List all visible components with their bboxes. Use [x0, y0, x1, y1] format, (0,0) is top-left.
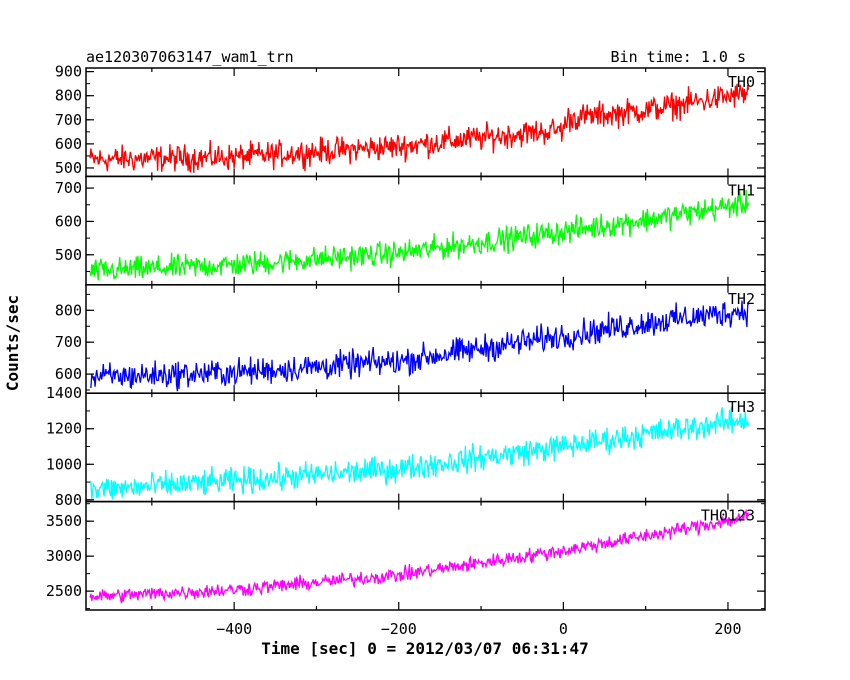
- series-line-th3: [89, 406, 750, 500]
- series-line-th2: [89, 300, 750, 392]
- y-tick-label: 500: [55, 159, 82, 177]
- y-tick-label: 600: [55, 135, 82, 153]
- panels: 500 600 700 800 900 TH0 500 600 700 TH1 600 700 800 T…: [46, 63, 766, 638]
- y-tick-label: 700: [55, 111, 82, 129]
- x-axis-title: Time [sec] 0 = 2012/03/07 06:31:47: [261, 639, 589, 658]
- x-tick-label: −200: [381, 620, 417, 638]
- y-tick-label: 700: [55, 179, 82, 197]
- y-tick-label: 800: [55, 87, 82, 105]
- y-tick-label: 1400: [46, 384, 82, 402]
- y-tick-label: 1200: [46, 420, 82, 438]
- figure-title: ae120307063147_wam1_trn: [86, 48, 294, 66]
- x-tick-label: 0: [559, 620, 568, 638]
- panel-label-th2: TH2: [728, 290, 755, 308]
- y-tick-label: 800: [55, 301, 82, 319]
- series-line-th1: [89, 189, 750, 281]
- panel-label-th0: TH0: [728, 73, 755, 91]
- x-tick-label: 200: [714, 620, 741, 638]
- y-tick-label: 3500: [46, 512, 82, 530]
- y-axis-title: Counts/sec: [3, 295, 22, 391]
- panel-label-th3: TH3: [728, 398, 755, 416]
- y-tick-label: 600: [55, 212, 82, 230]
- panel-label-th1: TH1: [728, 181, 755, 199]
- series-line-th0: [89, 83, 750, 173]
- y-tick-label: 600: [55, 365, 82, 383]
- x-tick-label: −400: [216, 620, 252, 638]
- panel-label-th0123: TH0123: [701, 507, 755, 525]
- series-line-th0123: [89, 508, 750, 604]
- y-tick-label: 2500: [46, 582, 82, 600]
- bin-time-label: Bin time: 1.0 s: [611, 48, 746, 66]
- y-tick-label: 500: [55, 246, 82, 264]
- y-tick-label: 900: [55, 63, 82, 81]
- panel-frame-th1: [85, 175, 766, 286]
- y-tick-label: 1000: [46, 455, 82, 473]
- y-tick-label: 800: [55, 491, 82, 509]
- y-tick-label: 3000: [46, 547, 82, 565]
- y-tick-label: 700: [55, 333, 82, 351]
